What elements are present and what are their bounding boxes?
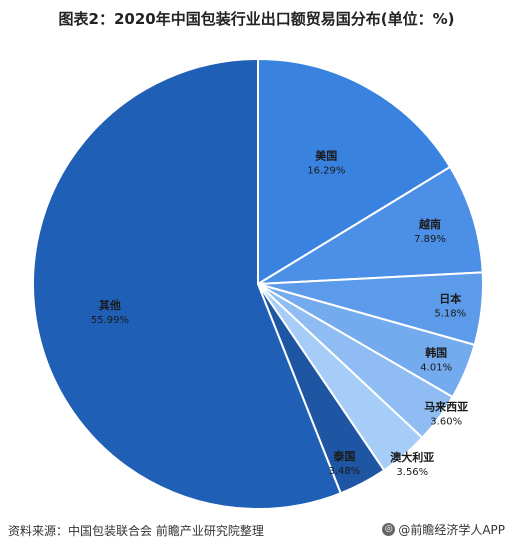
slice-value-label: 3.56% bbox=[396, 467, 428, 478]
slice-value-label: 3.48% bbox=[329, 466, 361, 477]
pie-slice-1 bbox=[257, 165, 484, 285]
slice-name-label: 韩国 bbox=[425, 345, 447, 359]
source-note: 资料来源：中国包装联合会 前瞻产业研究院整理 bbox=[8, 524, 264, 538]
slice-value-label: 16.29% bbox=[307, 165, 345, 176]
pie-slice-0 bbox=[257, 57, 452, 286]
brand-text: @前瞻经济学人APP bbox=[398, 523, 505, 537]
slice-value-label: 4.01% bbox=[420, 362, 452, 373]
pie-slices bbox=[32, 57, 484, 510]
slice-name-label: 越南 bbox=[418, 217, 441, 231]
slice-name-label: 日本 bbox=[439, 292, 461, 306]
slice-value-label: 5.18% bbox=[434, 309, 466, 320]
slice-name-label: 泰国 bbox=[332, 449, 355, 463]
slice-value-label: 7.89% bbox=[414, 234, 446, 245]
slice-name-label: 其他 bbox=[99, 298, 121, 312]
brand-logo-icon: ◎ bbox=[382, 523, 396, 536]
slice-name-label: 美国 bbox=[315, 148, 337, 162]
brand-watermark: ◎ @前瞻经济学人APP bbox=[382, 521, 505, 538]
slice-name-label: 澳大利亚 bbox=[390, 450, 434, 464]
slice-value-label: 55.99% bbox=[91, 315, 129, 326]
pie-slice-7 bbox=[32, 57, 342, 510]
chart-title: 图表2：2020年中国包装行业出口额贸易国分布(单位：%) bbox=[58, 10, 455, 28]
slice-value-label: 3.60% bbox=[430, 417, 462, 428]
pie-labels: 美国 16.29% 越南 7.89% 日本 5.18% 韩国 4.01% 马来西亚 3.60% 澳大… bbox=[91, 148, 468, 478]
slice-name-label: 马来西亚 bbox=[424, 400, 468, 414]
